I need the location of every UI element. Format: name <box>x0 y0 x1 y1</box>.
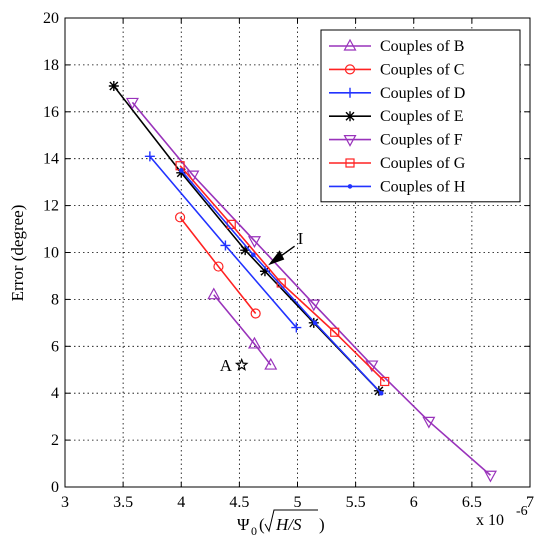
series-couples-of-b-line <box>213 294 272 366</box>
y-tick-label: 8 <box>51 291 59 308</box>
y-tick-label: 20 <box>43 10 59 27</box>
series-couples-of-e-point <box>176 167 187 178</box>
series-couples-of-g-point <box>276 278 286 288</box>
axis-ticks <box>64 17 531 488</box>
legend-entry-couples-of-d-label: Couples of D <box>380 85 465 102</box>
series-couples-of-c-line <box>179 216 257 314</box>
legend-entry-couples-of-d-marker <box>345 87 355 98</box>
y-tick-label: 14 <box>43 151 59 168</box>
series-couples-of-c-point <box>213 261 224 272</box>
series-couples-of-b-point <box>207 287 221 300</box>
series-couples-of-c-point <box>250 308 261 319</box>
x-tick-label: 6.5 <box>462 494 482 511</box>
series-couples-of-b-point <box>247 336 262 349</box>
y-tick-label: 4 <box>51 385 59 402</box>
annotation-a-marker <box>234 357 249 371</box>
series-couples-of-g-line <box>179 165 386 383</box>
grid <box>65 18 530 487</box>
y-tick-label: 10 <box>43 245 59 262</box>
legend-entry-couples-of-h-marker <box>347 184 353 189</box>
series-couples-of-f-point <box>422 416 436 429</box>
x-axis-subscript: 0 <box>251 524 257 538</box>
series-couples-of-e-point <box>240 245 251 256</box>
x-tick-label: 3.5 <box>113 494 133 511</box>
y-tick-label: 18 <box>43 57 59 74</box>
x-tick-label: 7 <box>526 494 534 511</box>
series-couples-of-h <box>178 168 384 396</box>
series-couples-of-c <box>174 212 261 319</box>
series-couples-of-f-point <box>125 97 139 110</box>
series-couples-of-c-point <box>174 212 186 223</box>
legend-entry-couples-of-h: Couples of H <box>329 178 466 195</box>
x-multiplier-base: x 10 <box>476 512 504 529</box>
series-couples-of-h-point <box>251 252 256 258</box>
series-couples-of-h-line <box>180 169 382 394</box>
annotation-i-label: I <box>298 229 304 248</box>
x-tick-label: 5 <box>294 494 302 511</box>
legend-entry-couples-of-f: Couples of F <box>329 132 463 149</box>
legend-entry-couples-of-c: Couples of C <box>329 61 464 78</box>
series-layer <box>108 81 497 483</box>
series-couples-of-g-point <box>380 376 390 387</box>
y-tick-label: 12 <box>43 198 59 215</box>
series-couples-of-h-point <box>312 320 318 326</box>
series-couples-of-d-line <box>149 155 297 329</box>
series-couples-of-e-point <box>259 266 270 277</box>
x-axis-unit: H/S <box>275 515 302 534</box>
series-couples-of-d-point <box>291 322 302 333</box>
x-axis-paren-close: ) <box>319 515 325 534</box>
annotation-a-label: A <box>220 356 233 375</box>
legend-entry-couples-of-b-marker <box>343 38 357 51</box>
series-couples-of-f-point <box>307 299 321 312</box>
series-couples-of-d-point <box>144 151 155 162</box>
annotations: AI <box>220 229 304 375</box>
series-couples-of-g-point <box>330 327 340 337</box>
x-axis-title: Ψ 0 ( H/S ) <box>237 509 325 538</box>
tick-labels: 3 3.5 4 4.5 5 5.5 6 6.5 7 0 2 4 6 8 10 12 14 16 18 20 <box>43 10 534 511</box>
x-multiplier-exponent: -6 <box>516 504 528 519</box>
x-axis-paren-open: ( <box>259 515 265 534</box>
y-axis-title: Error (degree) <box>8 205 27 302</box>
legend-entry-couples-of-g: Couples of G <box>329 155 466 172</box>
x-tick-label: 3 <box>61 494 69 511</box>
series-couples-of-h-point <box>178 168 184 173</box>
x-tick-label: 5.5 <box>346 494 366 511</box>
series-couples-of-d <box>144 151 302 333</box>
legend-entry-couples-of-h-label: Couples of H <box>380 178 466 195</box>
series-couples-of-e-point <box>108 81 119 92</box>
legend-entry-couples-of-c-label: Couples of C <box>380 61 464 78</box>
x-tick-label: 6 <box>410 494 418 511</box>
legend-entry-couples-of-b: Couples of B <box>329 38 464 55</box>
x-axis-symbol: Ψ <box>237 515 250 534</box>
legend-entry-couples-of-f-marker <box>343 135 357 147</box>
y-tick-label: 6 <box>51 338 59 355</box>
legend-entry-couples-of-f-label: Couples of F <box>380 132 463 149</box>
legend-entry-couples-of-e-label: Couples of E <box>380 108 464 125</box>
series-couples-of-f-point <box>483 470 497 483</box>
series-couples-of-f-line <box>131 101 492 476</box>
x-tick-label: 4.5 <box>229 494 249 511</box>
legend-entry-couples-of-e-marker <box>345 111 355 122</box>
legend: Couples of B Couples of C Couples of D Coup… <box>320 29 521 203</box>
x-axis-multiplier: x 10 -6 <box>476 504 528 529</box>
legend-entry-couples-of-c-marker <box>344 64 356 75</box>
x-tick-label: 4 <box>177 494 185 511</box>
series-couples-of-b <box>207 287 278 370</box>
y-tick-label: 0 <box>51 479 59 496</box>
series-couples-of-f-point <box>247 236 262 249</box>
annotation-i-arrow-head <box>268 250 285 266</box>
legend-entry-couples-of-d: Couples of D <box>329 85 465 102</box>
sqrt-symbol <box>264 509 318 533</box>
legend-entry-couples-of-b-label: Couples of B <box>380 38 464 55</box>
y-tick-label: 16 <box>43 104 59 121</box>
legend-entry-couples-of-g-marker <box>345 158 355 168</box>
series-couples-of-b-point <box>264 357 278 370</box>
y-tick-label: 2 <box>51 432 59 449</box>
legend-entry-couples-of-e: Couples of E <box>329 108 464 125</box>
series-couples-of-d-point <box>220 240 231 251</box>
series-couples-of-h-point <box>378 390 384 396</box>
legend-entry-couples-of-g-label: Couples of G <box>380 155 466 172</box>
